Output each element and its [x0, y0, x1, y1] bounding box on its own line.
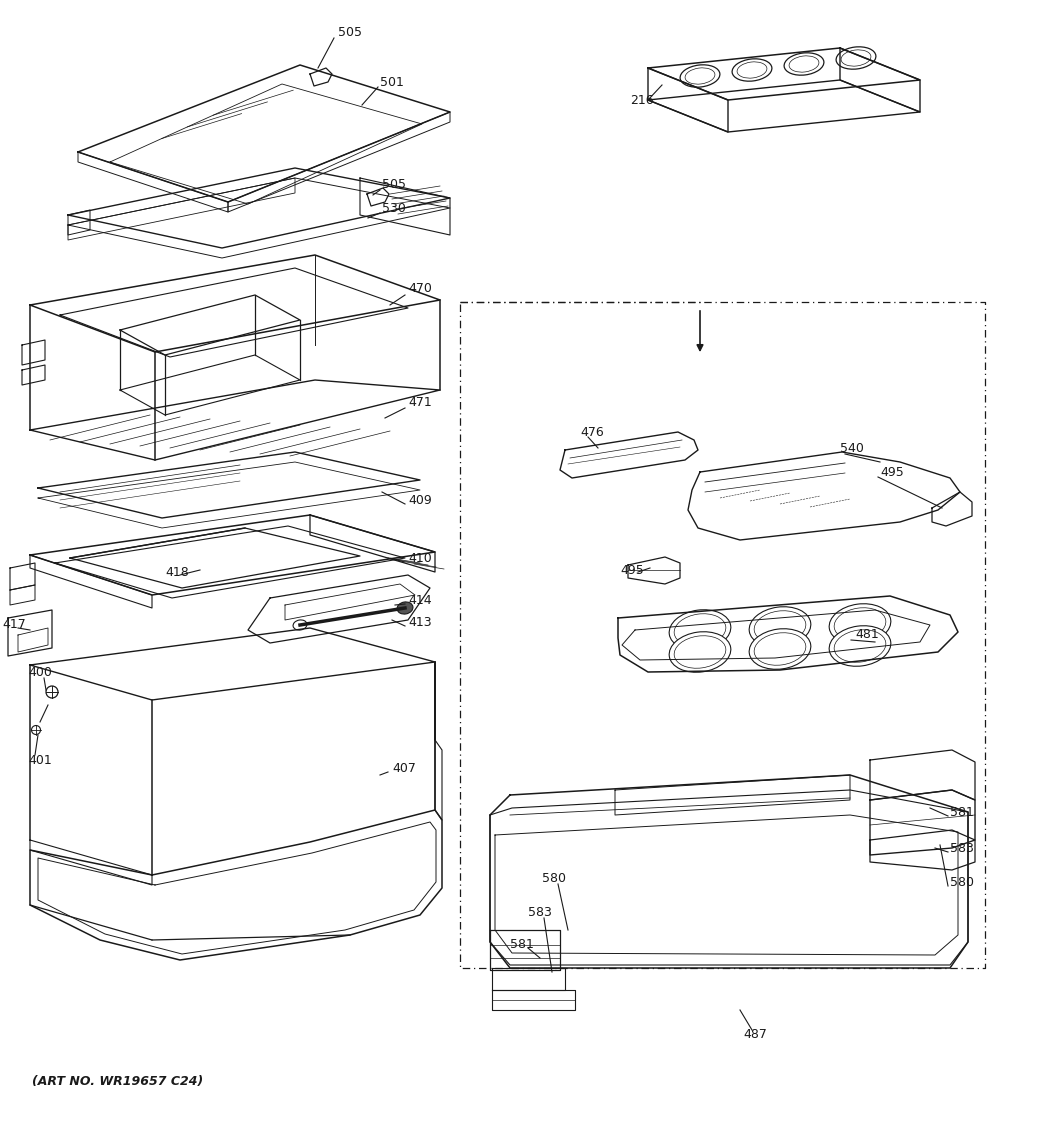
Ellipse shape [737, 62, 767, 78]
Text: 400: 400 [28, 665, 52, 679]
Text: 581: 581 [950, 805, 974, 819]
Text: 505: 505 [338, 26, 363, 38]
Ellipse shape [674, 614, 726, 646]
Text: 501: 501 [379, 76, 404, 88]
Text: 471: 471 [408, 397, 431, 409]
Text: 476: 476 [580, 425, 604, 439]
Text: 414: 414 [408, 594, 431, 606]
Text: 581: 581 [510, 939, 534, 951]
Ellipse shape [789, 55, 819, 72]
Ellipse shape [32, 725, 40, 734]
Text: 413: 413 [408, 615, 431, 629]
Text: 410: 410 [408, 552, 431, 564]
Ellipse shape [685, 68, 714, 84]
Text: 580: 580 [950, 875, 974, 889]
Text: 481: 481 [855, 629, 879, 641]
Ellipse shape [834, 607, 886, 640]
Text: 580: 580 [542, 872, 566, 884]
Ellipse shape [834, 630, 886, 663]
Text: 417: 417 [2, 619, 25, 631]
Text: 530: 530 [382, 201, 406, 215]
Ellipse shape [749, 629, 811, 670]
Ellipse shape [829, 625, 890, 666]
Ellipse shape [669, 632, 730, 672]
Ellipse shape [749, 606, 811, 647]
Ellipse shape [754, 611, 806, 644]
Ellipse shape [293, 620, 307, 630]
Ellipse shape [754, 632, 806, 665]
Text: 401: 401 [28, 753, 52, 767]
Text: 505: 505 [382, 179, 406, 191]
Text: 470: 470 [408, 282, 431, 294]
Ellipse shape [669, 610, 730, 650]
Ellipse shape [674, 636, 726, 668]
Text: 540: 540 [840, 441, 864, 455]
Ellipse shape [398, 602, 413, 614]
Ellipse shape [732, 59, 772, 81]
Text: 418: 418 [165, 566, 189, 578]
Text: 487: 487 [743, 1028, 767, 1042]
Ellipse shape [829, 604, 890, 645]
Text: (ART NO. WR19657 C24): (ART NO. WR19657 C24) [32, 1076, 204, 1088]
Text: 216: 216 [630, 94, 654, 106]
Text: 495: 495 [880, 466, 904, 478]
Ellipse shape [46, 687, 58, 698]
Text: 409: 409 [408, 493, 431, 507]
Text: 583: 583 [950, 841, 974, 855]
Ellipse shape [681, 64, 720, 87]
Text: 583: 583 [528, 906, 552, 918]
Ellipse shape [836, 46, 876, 69]
Text: 495: 495 [620, 563, 643, 577]
Text: 407: 407 [392, 761, 416, 775]
Ellipse shape [784, 53, 824, 75]
Ellipse shape [841, 50, 871, 66]
